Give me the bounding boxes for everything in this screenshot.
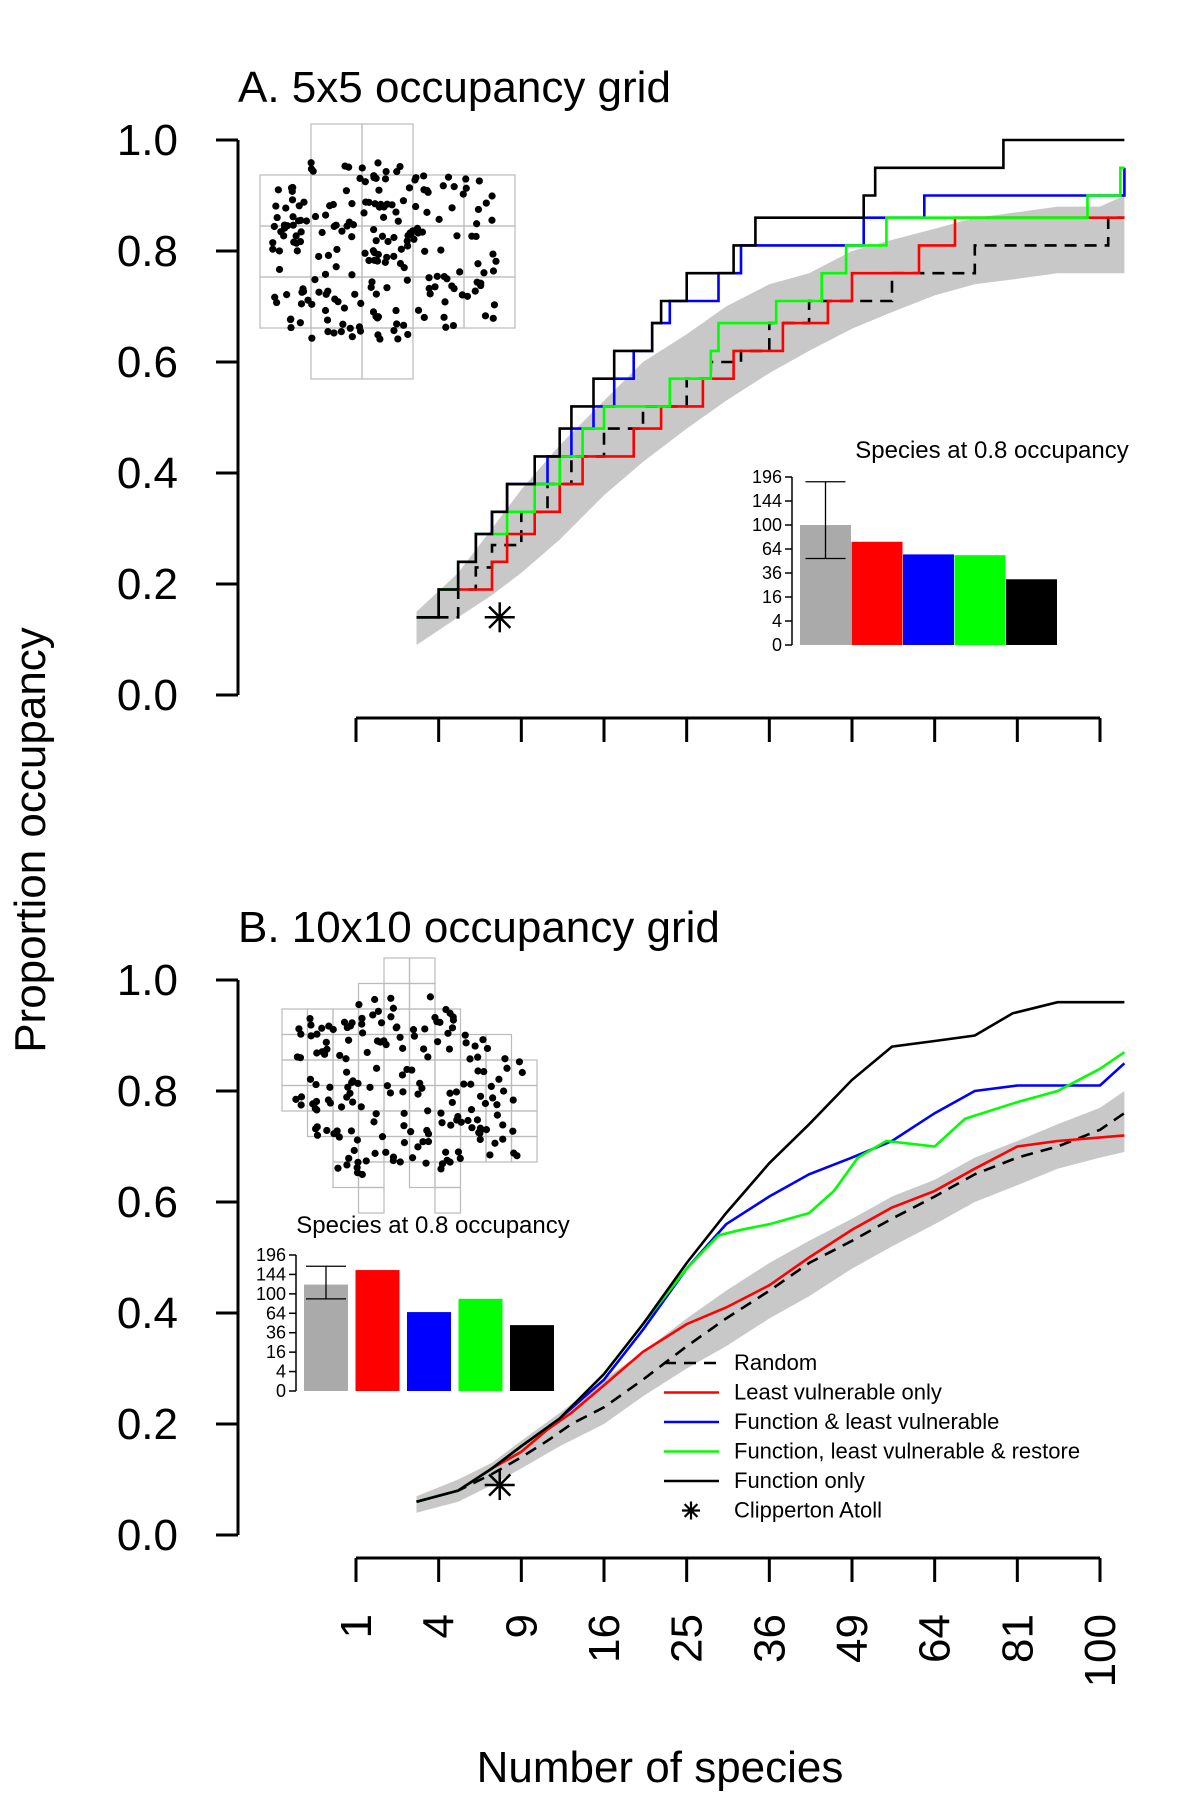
- series-line-random: [416, 1112, 1126, 1503]
- clipperton-marker: [484, 602, 515, 633]
- y-tick-label: 0.8: [117, 1067, 178, 1116]
- inset-y-tick-label: 16: [266, 1342, 286, 1362]
- legend-label: Function & least vulnerable: [734, 1409, 999, 1434]
- inset-bar: [851, 541, 903, 645]
- y-tick-label: 0.4: [117, 449, 178, 498]
- inset-bar: [304, 1284, 348, 1391]
- inset-bar: [903, 554, 954, 645]
- inset-y-tick-label: 64: [762, 539, 782, 559]
- occupancy-grid-map: [259, 123, 516, 380]
- legend-item: Least vulnerable only: [664, 1380, 942, 1405]
- legend-label: Least vulnerable only: [734, 1380, 942, 1405]
- inset-y-tick-label: 4: [772, 611, 782, 631]
- inset-bar: [1006, 579, 1057, 645]
- inset-y-tick-label: 64: [266, 1303, 286, 1323]
- panel-title: A. 5x5 occupancy grid: [238, 63, 671, 112]
- legend-label: Random: [734, 1350, 817, 1375]
- inset-y-tick-label: 36: [266, 1323, 286, 1343]
- inset-y-tick-label: 0: [772, 635, 782, 655]
- y-tick-label: 1.0: [117, 116, 178, 165]
- inset-y-tick-label: 100: [256, 1284, 286, 1304]
- legend-label: Clipperton Atoll: [734, 1498, 882, 1523]
- inset-bar: [355, 1270, 400, 1391]
- legend-label: Function only: [734, 1468, 865, 1493]
- x-tick-label: 100: [1076, 1614, 1125, 1687]
- inset-y-tick-label: 196: [256, 1245, 286, 1265]
- series-line-least-vulnerable-only: [416, 216, 1125, 619]
- inset-bar-chart: Species at 0.8 occupancy 0 4 16 36 64 100 144 19…: [752, 437, 1129, 655]
- x-tick-label: 49: [828, 1614, 877, 1663]
- legend-item: Random: [664, 1350, 817, 1375]
- inset-y-tick-label: 36: [762, 563, 782, 583]
- inset-y-tick-label: 144: [752, 491, 782, 511]
- x-tick-label: 64: [911, 1614, 960, 1663]
- inset-y-tick-label: 0: [276, 1381, 286, 1401]
- panel-title: B. 10x10 occupancy grid: [238, 903, 720, 952]
- series-line-function-only: [416, 1000, 1125, 1503]
- x-tick-label: 9: [497, 1614, 546, 1638]
- inset-y-tick-label: 196: [752, 467, 782, 487]
- y-tick-label: 0.2: [117, 560, 178, 609]
- legend-label: Function, least vulnerable & restore: [734, 1439, 1080, 1464]
- legend-item: Function & least vulnerable: [664, 1409, 999, 1434]
- x-tick-label: 36: [745, 1614, 794, 1663]
- legend-item: Function, least vulnerable & restore: [664, 1439, 1080, 1464]
- y-axis-title: Proportion occupancy: [6, 627, 55, 1053]
- inset-title: Species at 0.8 occupancy: [855, 437, 1129, 464]
- occupancy-grid-map: [281, 957, 538, 1214]
- x-tick-label: 16: [580, 1614, 629, 1663]
- inset-y-tick-label: 100: [752, 515, 782, 535]
- y-tick-label: 0.6: [117, 338, 178, 387]
- y-tick-label: 0.6: [117, 1178, 178, 1227]
- inset-bar: [954, 555, 1006, 645]
- y-tick-label: 0.4: [117, 1289, 178, 1338]
- legend-swatch: [683, 1503, 699, 1518]
- panel-a: A. 5x5 occupancy grid 0.0 0.2 0.4 0.6 0.8 1.0 S…: [117, 63, 1129, 742]
- inset-bar-chart: Species at 0.8 occupancy 0416366410014419…: [256, 1212, 570, 1401]
- legend-item: Clipperton Atoll: [682, 1498, 882, 1523]
- y-tick-label: 0.2: [117, 1400, 178, 1449]
- y-tick-label: 0.0: [117, 671, 178, 720]
- y-tick-label: 1.0: [117, 956, 178, 1005]
- y-tick-label: 0.0: [117, 1511, 178, 1560]
- clipperton-marker: [484, 1470, 515, 1501]
- random-envelope: [416, 1091, 1125, 1513]
- series-line-function-least-vulnerable-restore: [416, 166, 1125, 619]
- inset-bar: [458, 1298, 503, 1391]
- x-tick-label: 25: [663, 1614, 712, 1663]
- series-line-least-vulnerable-only: [416, 1134, 1125, 1503]
- inset-y-tick-label: 16: [762, 587, 782, 607]
- inset-y-tick-label: 4: [276, 1362, 286, 1382]
- legend: Random Least vulnerable only Function & le…: [664, 1350, 1080, 1523]
- x-tick-label: 81: [993, 1614, 1042, 1663]
- y-tick-label: 0.8: [117, 227, 178, 276]
- x-tick-label: 4: [415, 1614, 464, 1638]
- x-tick-label: 1: [332, 1614, 381, 1638]
- inset-y-tick-label: 144: [256, 1264, 286, 1284]
- inset-bar: [510, 1325, 554, 1391]
- random-envelope: [416, 195, 1125, 645]
- x-axis-title: Number of species: [477, 1743, 844, 1792]
- legend-item: Function only: [664, 1468, 865, 1493]
- series-line-function-only: [416, 138, 1125, 619]
- panel-b: B. 10x10 occupancy grid 0.0 0.2 0.4 0.6 0.8 1.…: [117, 903, 1126, 1687]
- inset-title: Species at 0.8 occupancy: [296, 1212, 570, 1239]
- inset-bar: [407, 1312, 451, 1391]
